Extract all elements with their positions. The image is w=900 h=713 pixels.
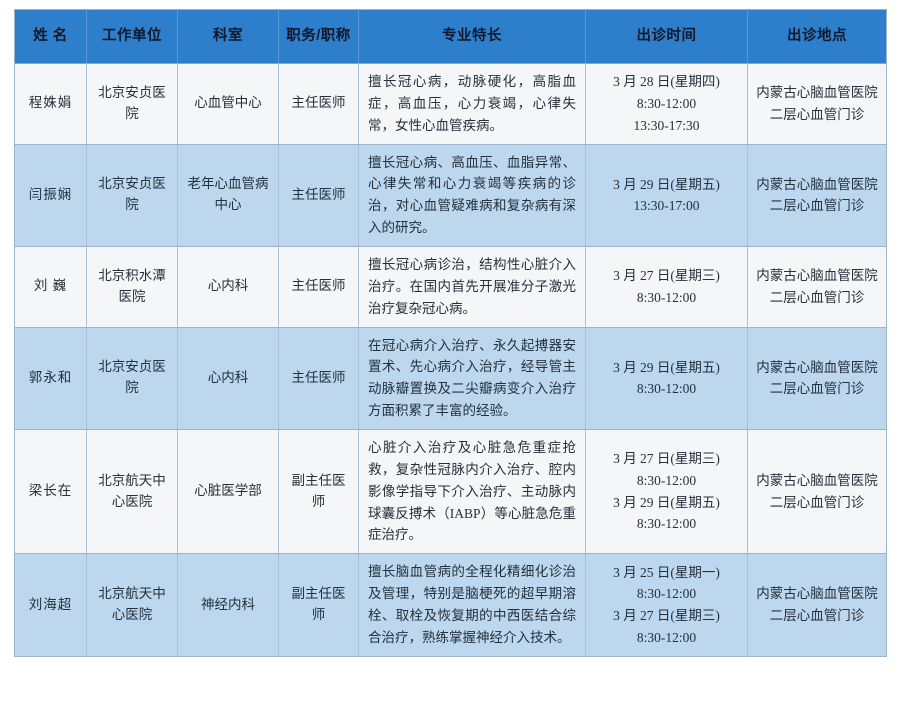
cell-title: 主任医师 [278,63,359,145]
cell-clinic-place: 内蒙古心脑血管医院二层心血管门诊 [747,553,887,657]
cell-title: 主任医师 [278,144,359,248]
cell-unit: 北京安贞医院 [86,63,178,145]
cell-clinic-time: 3 月 27 日(星期三) 8:30-12:00 [585,246,748,328]
column-header-clinic-time: 出诊时间 [585,9,748,64]
cell-clinic-time: 3 月 27 日(星期三) 8:30-12:00 3 月 29 日(星期五) 8… [585,429,748,555]
cell-name: 程姝娟 [14,63,87,145]
cell-name: 郭永和 [14,327,87,431]
cell-clinic-place: 内蒙古心脑血管医院二层心血管门诊 [747,327,887,431]
cell-department: 心内科 [177,327,279,431]
table-row: 郭永和 北京安贞医院 心内科 主任医师 在冠心病介入治疗、永久起搏器安置术、先心… [14,327,887,431]
column-header-specialty: 专业特长 [358,9,586,64]
cell-unit: 北京航天中心医院 [86,553,178,657]
cell-name: 刘海超 [14,553,87,657]
table-header: 姓 名 工作单位 科室 职务/职称 专业特长 出诊时间 出诊地点 [14,9,887,64]
cell-department: 心血管中心 [177,63,279,145]
cell-specialty: 擅长冠心病诊治，结构性心脏介入治疗。在国内首先开展准分子激光治疗复杂冠心病。 [358,246,586,328]
cell-clinic-time: 3 月 25 日(星期一) 8:30-12:00 3 月 27 日(星期三) 8… [585,553,748,657]
table-row: 刘海超 北京航天中心医院 神经内科 副主任医师 擅长脑血管病的全程化精细化诊治及… [14,553,887,657]
cell-clinic-time: 3 月 29 日(星期五) 13:30-17:00 [585,144,748,248]
cell-title: 主任医师 [278,327,359,431]
cell-name: 梁长在 [14,429,87,555]
cell-title: 副主任医师 [278,553,359,657]
cell-title: 副主任医师 [278,429,359,555]
cell-specialty: 在冠心病介入治疗、永久起搏器安置术、先心病介入治疗，经导管主动脉瓣置换及二尖瓣病… [358,327,586,431]
cell-department: 老年心血管病中心 [177,144,279,248]
cell-clinic-time: 3 月 29 日(星期五) 8:30-12:00 [585,327,748,431]
cell-clinic-place: 内蒙古心脑血管医院二层心血管门诊 [747,246,887,328]
cell-department: 心内科 [177,246,279,328]
column-header-clinic-place: 出诊地点 [747,9,887,64]
cell-specialty: 擅长脑血管病的全程化精细化诊治及管理，特别是脑梗死的超早期溶栓、取栓及恢复期的中… [358,553,586,657]
cell-unit: 北京安贞医院 [86,327,178,431]
cell-specialty: 擅长冠心病、高血压、血脂异常、心律失常和心力衰竭等疾病的诊治，对心血管疑难病和复… [358,144,586,248]
column-header-department: 科室 [177,9,279,64]
cell-unit: 北京航天中心医院 [86,429,178,555]
doctor-schedule-table: 姓 名 工作单位 科室 职务/职称 专业特长 出诊时间 出诊地点 程姝娟 北京安… [14,9,887,657]
cell-specialty: 擅长冠心病，动脉硬化，高脂血症，高血压，心力衰竭，心律失常，女性心血管疾病。 [358,63,586,145]
table-row: 程姝娟 北京安贞医院 心血管中心 主任医师 擅长冠心病，动脉硬化，高脂血症，高血… [14,63,887,145]
cell-unit: 北京安贞医院 [86,144,178,248]
cell-title: 主任医师 [278,246,359,328]
column-header-unit: 工作单位 [86,9,178,64]
table-row: 闫振娴 北京安贞医院 老年心血管病中心 主任医师 擅长冠心病、高血压、血脂异常、… [14,144,887,248]
table-row: 刘 巍 北京积水潭医院 心内科 主任医师 擅长冠心病诊治，结构性心脏介入治疗。在… [14,246,887,328]
cell-clinic-place: 内蒙古心脑血管医院二层心血管门诊 [747,429,887,555]
cell-department: 神经内科 [177,553,279,657]
cell-specialty: 心脏介入治疗及心脏急危重症抢救，复杂性冠脉内介入治疗、腔内影像学指导下介入治疗、… [358,429,586,555]
table-row: 梁长在 北京航天中心医院 心脏医学部 副主任医师 心脏介入治疗及心脏急危重症抢救… [14,429,887,555]
cell-unit: 北京积水潭医院 [86,246,178,328]
cell-clinic-place: 内蒙古心脑血管医院二层心血管门诊 [747,144,887,248]
cell-name: 刘 巍 [14,246,87,328]
column-header-title: 职务/职称 [278,9,359,64]
cell-name: 闫振娴 [14,144,87,248]
cell-department: 心脏医学部 [177,429,279,555]
column-header-name: 姓 名 [14,9,87,64]
cell-clinic-time: 3 月 28 日(星期四) 8:30-12:00 13:30-17:30 [585,63,748,145]
cell-clinic-place: 内蒙古心脑血管医院二层心血管门诊 [747,63,887,145]
header-row: 姓 名 工作单位 科室 职务/职称 专业特长 出诊时间 出诊地点 [14,9,887,64]
table-body: 程姝娟 北京安贞医院 心血管中心 主任医师 擅长冠心病，动脉硬化，高脂血症，高血… [14,63,887,657]
